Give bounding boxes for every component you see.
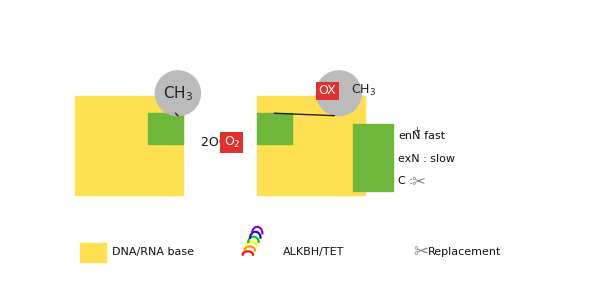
Ellipse shape [155,71,200,116]
Bar [353,124,393,191]
Text: ✂: ✂ [413,243,428,261]
Text: +: + [414,125,420,135]
Text: O$_2$: O$_2$ [223,135,240,150]
Text: 2OG,: 2OG, [201,136,237,149]
Bar [257,95,365,195]
Text: Replacement: Replacement [427,247,501,257]
Bar [75,95,182,195]
Bar [80,243,105,262]
Text: OX: OX [318,84,336,97]
Text: C :: C : [398,176,413,186]
Text: exN : slow: exN : slow [398,154,455,164]
Text: enN: enN [398,131,420,141]
Text: : fast: : fast [417,131,445,141]
Bar [147,113,182,144]
Text: CH$_3$: CH$_3$ [350,83,376,99]
Text: DNA/RNA base: DNA/RNA base [111,247,194,257]
Text: CH$_3$: CH$_3$ [163,84,193,103]
Text: ✂: ✂ [411,172,425,190]
Text: ALKBH/TET: ALKBH/TET [283,247,344,257]
Bar [257,113,292,144]
Ellipse shape [316,71,361,116]
